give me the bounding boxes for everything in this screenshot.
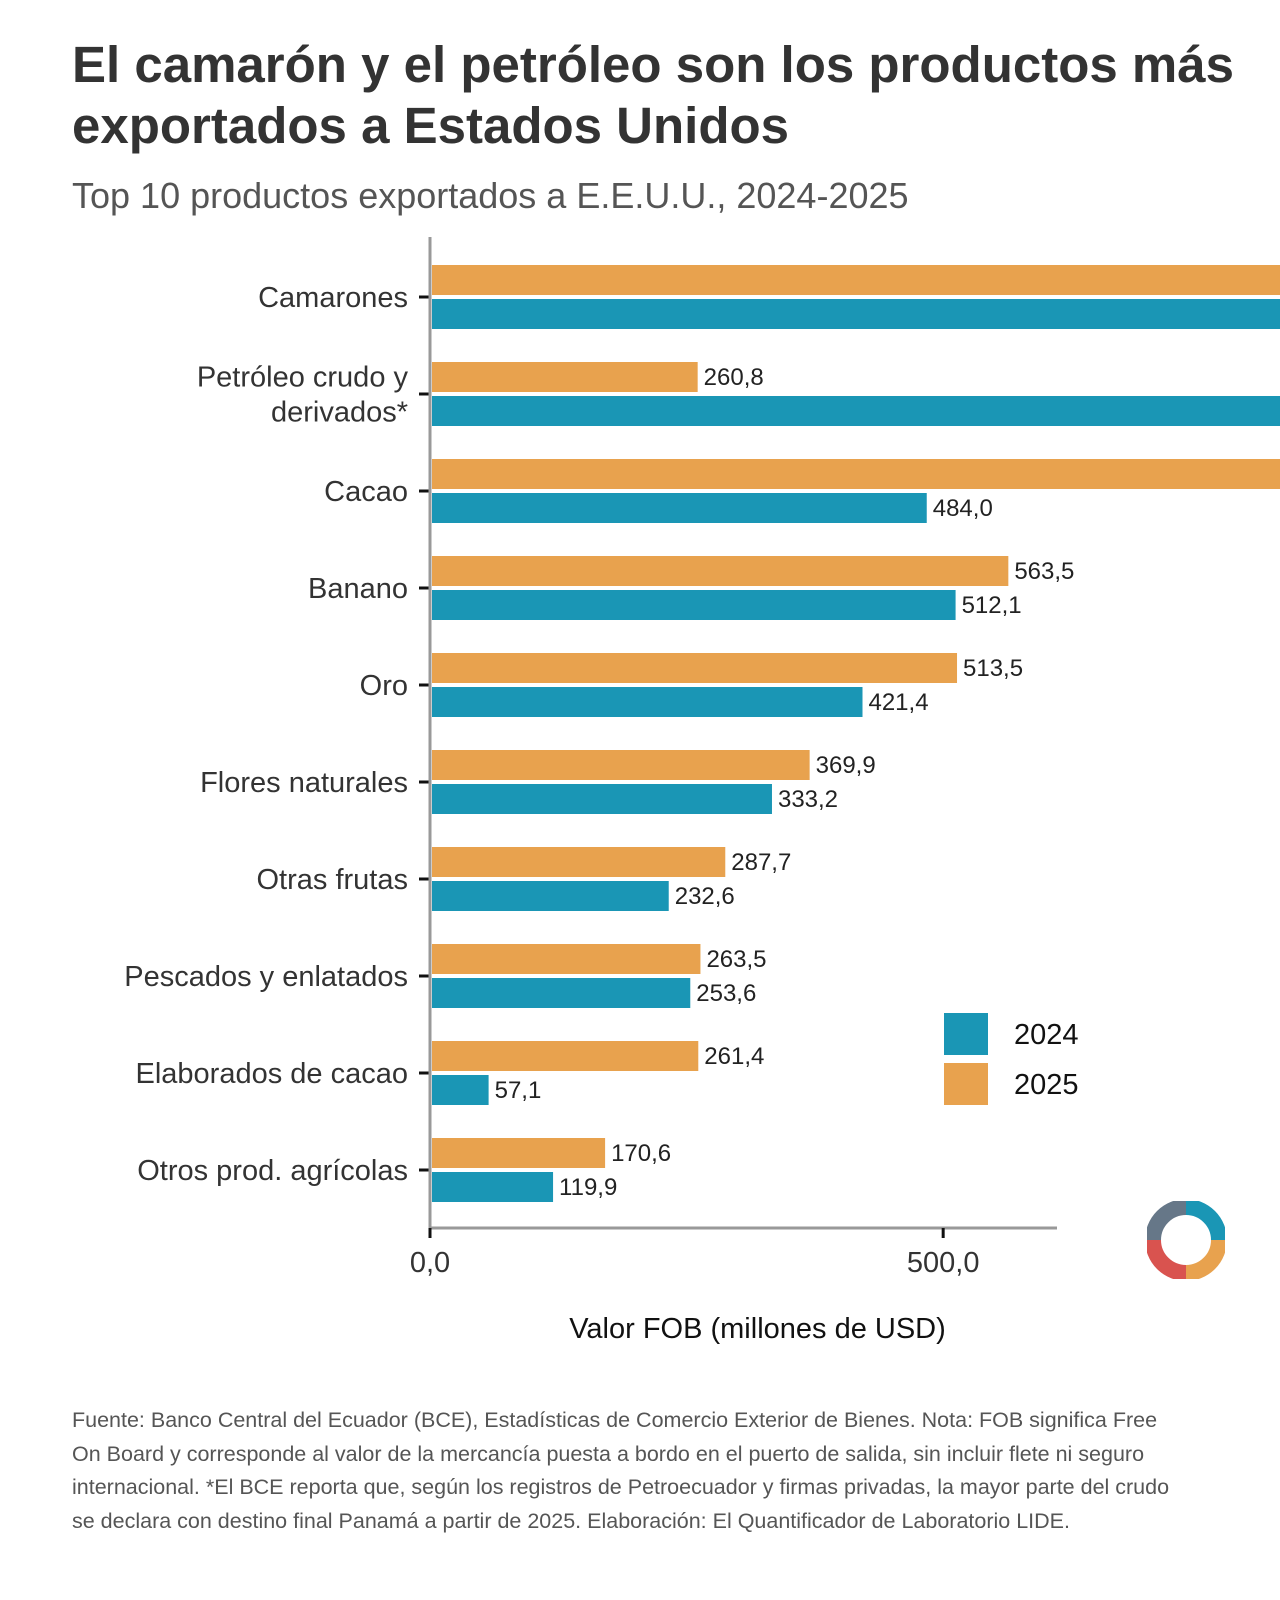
- y-tick-label: Banano: [308, 573, 408, 605]
- y-tick-label: Camarones: [258, 282, 408, 314]
- bar-2025-2: [432, 362, 698, 392]
- x-axis-title: Valor FOB (millones de USD): [569, 1313, 946, 1345]
- x-tick-label: 500,0: [907, 1247, 980, 1279]
- bar-2025-4: [432, 556, 1009, 586]
- bar-2025-5: [432, 653, 958, 683]
- logo-arc: [1185, 1239, 1225, 1279]
- quantificador-logo: [1147, 1201, 1225, 1279]
- data-label-2025-7: 287,7: [731, 849, 791, 876]
- bar-chart: 2.072,11.546,2Camarones260,81.932,3Petró…: [124, 237, 1280, 1345]
- y-tick-label: derivados*: [271, 397, 408, 429]
- data-label-2024-10: 119,9: [559, 1174, 617, 1201]
- y-tick-label: Cacao: [324, 476, 408, 508]
- x-tick-label: 0,0: [410, 1247, 450, 1279]
- data-label-2025-2: 260,8: [704, 364, 764, 391]
- bar-2025-6: [432, 750, 810, 780]
- bar-2025-8: [432, 944, 701, 974]
- chart-subtitle: Top 10 productos exportados a E.E.U.U., …: [72, 175, 909, 216]
- legend-label-2024: 2024: [1014, 1019, 1079, 1051]
- bar-2024-7: [432, 881, 669, 911]
- bar-2024-3: [432, 493, 927, 523]
- y-tick-label: Oro: [360, 670, 408, 702]
- bar-2025-10: [432, 1138, 606, 1168]
- y-tick-label: Elaborados de cacao: [136, 1058, 408, 1090]
- data-label-2024-9: 57,1: [495, 1077, 542, 1104]
- data-label-2025-6: 369,9: [816, 752, 876, 779]
- legend-swatch-2025: [944, 1063, 988, 1105]
- logo-arc: [1185, 1201, 1225, 1241]
- y-tick-label: Otros prod. agrícolas: [137, 1155, 408, 1187]
- y-tick-label: Petróleo crudo y: [197, 362, 409, 394]
- bar-2025-1: [432, 265, 1280, 295]
- legend-swatch-2024: [944, 1013, 988, 1055]
- data-label-2024-8: 253,6: [696, 980, 756, 1007]
- bar-2024-4: [432, 590, 956, 620]
- logo-arc: [1147, 1201, 1187, 1241]
- data-label-2025-9: 261,4: [704, 1043, 764, 1070]
- logo-arc: [1147, 1239, 1187, 1279]
- bar-2024-10: [432, 1172, 554, 1202]
- data-label-2024-4: 512,1: [962, 592, 1022, 619]
- data-label-2024-7: 232,6: [675, 883, 735, 910]
- bar-2025-7: [432, 847, 726, 877]
- bar-2024-6: [432, 784, 772, 814]
- data-label-2025-4: 563,5: [1014, 558, 1074, 585]
- data-label-2025-8: 263,5: [706, 946, 766, 973]
- bar-2024-1: [432, 299, 1280, 329]
- bar-2024-2: [432, 396, 1280, 426]
- data-label-2024-3: 484,0: [933, 495, 993, 522]
- bar-2025-9: [432, 1041, 699, 1071]
- data-label-2025-10: 170,6: [611, 1140, 671, 1167]
- y-tick-label: Flores naturales: [200, 767, 408, 799]
- data-label-2024-6: 333,2: [778, 786, 838, 813]
- bar-2025-3: [432, 459, 1280, 489]
- y-tick-label: Otras frutas: [257, 864, 409, 896]
- source-footnote: Fuente: Banco Central del Ecuador (BCE),…: [72, 1408, 1170, 1533]
- bar-2024-8: [432, 978, 691, 1008]
- bar-2024-5: [432, 687, 863, 717]
- legend-label-2025: 2025: [1014, 1069, 1079, 1101]
- chart-title: El camarón y el petróleo son los product…: [72, 36, 1234, 154]
- data-label-2025-5: 513,5: [963, 655, 1023, 682]
- data-label-2024-5: 421,4: [868, 689, 928, 716]
- bar-2024-9: [432, 1075, 489, 1105]
- y-tick-label: Pescados y enlatados: [124, 961, 408, 993]
